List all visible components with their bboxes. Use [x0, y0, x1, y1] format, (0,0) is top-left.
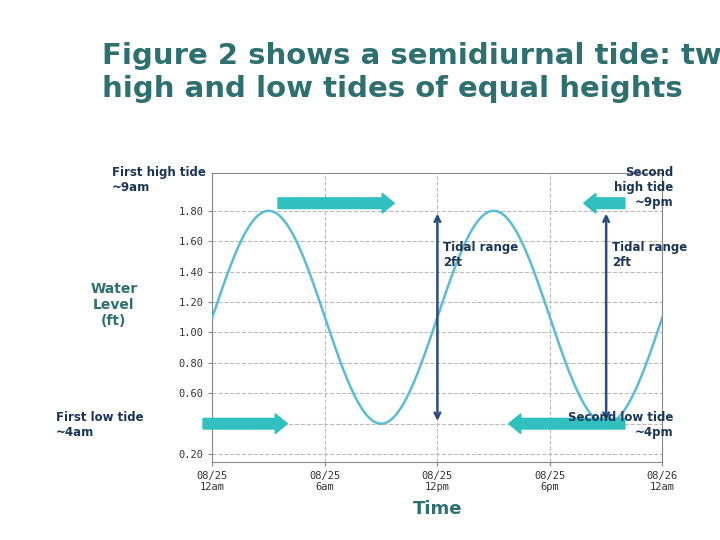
- Text: Figure 2 shows a semidiurnal tide: two
high and low tides of equal heights: Figure 2 shows a semidiurnal tide: two h…: [102, 42, 720, 103]
- Text: Tidal range
2ft: Tidal range 2ft: [612, 241, 687, 269]
- FancyArrow shape: [584, 193, 625, 213]
- Text: First low tide
~4am: First low tide ~4am: [56, 411, 144, 440]
- FancyArrow shape: [278, 193, 395, 213]
- Text: Second low tide
~4pm: Second low tide ~4pm: [568, 411, 673, 440]
- Text: Second
high tide
~9pm: Second high tide ~9pm: [614, 166, 673, 209]
- Text: 17: 17: [25, 508, 58, 532]
- FancyArrow shape: [508, 414, 625, 434]
- Text: Tidal range
2ft: Tidal range 2ft: [443, 241, 518, 269]
- Text: First high tide
~9am: First high tide ~9am: [112, 166, 205, 194]
- FancyArrow shape: [203, 414, 287, 434]
- Text: Time: Time: [413, 500, 462, 518]
- Text: Water
Level
(ft): Water Level (ft): [90, 282, 138, 328]
